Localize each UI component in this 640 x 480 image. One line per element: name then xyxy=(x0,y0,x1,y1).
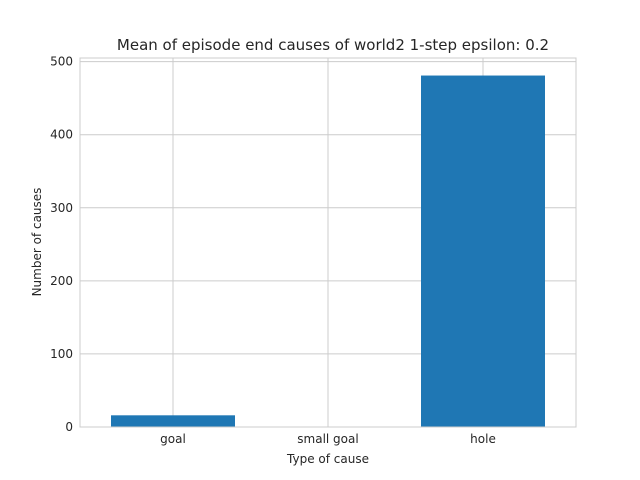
y-tick-label: 200 xyxy=(50,274,73,288)
x-tick-label: goal xyxy=(160,432,186,446)
chart-title: Mean of episode end causes of world2 1-s… xyxy=(117,36,549,54)
bar-goal xyxy=(111,415,235,427)
plot-frame xyxy=(79,57,577,428)
y-tick-label: 100 xyxy=(50,347,73,361)
y-tick-label: 400 xyxy=(50,128,73,142)
bar-hole xyxy=(421,75,545,428)
bars xyxy=(111,75,545,428)
y-axis-label: Number of causes xyxy=(30,188,44,297)
y-tick-label: 500 xyxy=(50,55,73,69)
x-axis-label: Type of cause xyxy=(286,452,369,466)
x-tick-label: small goal xyxy=(297,432,358,446)
x-tick-labels: goal small goal hole xyxy=(160,432,496,446)
x-tick-label: hole xyxy=(470,432,496,446)
y-tick-label: 300 xyxy=(50,201,73,215)
y-tick-labels: 0 100 200 300 400 500 xyxy=(50,55,73,434)
y-tick-label: 0 xyxy=(65,420,73,434)
